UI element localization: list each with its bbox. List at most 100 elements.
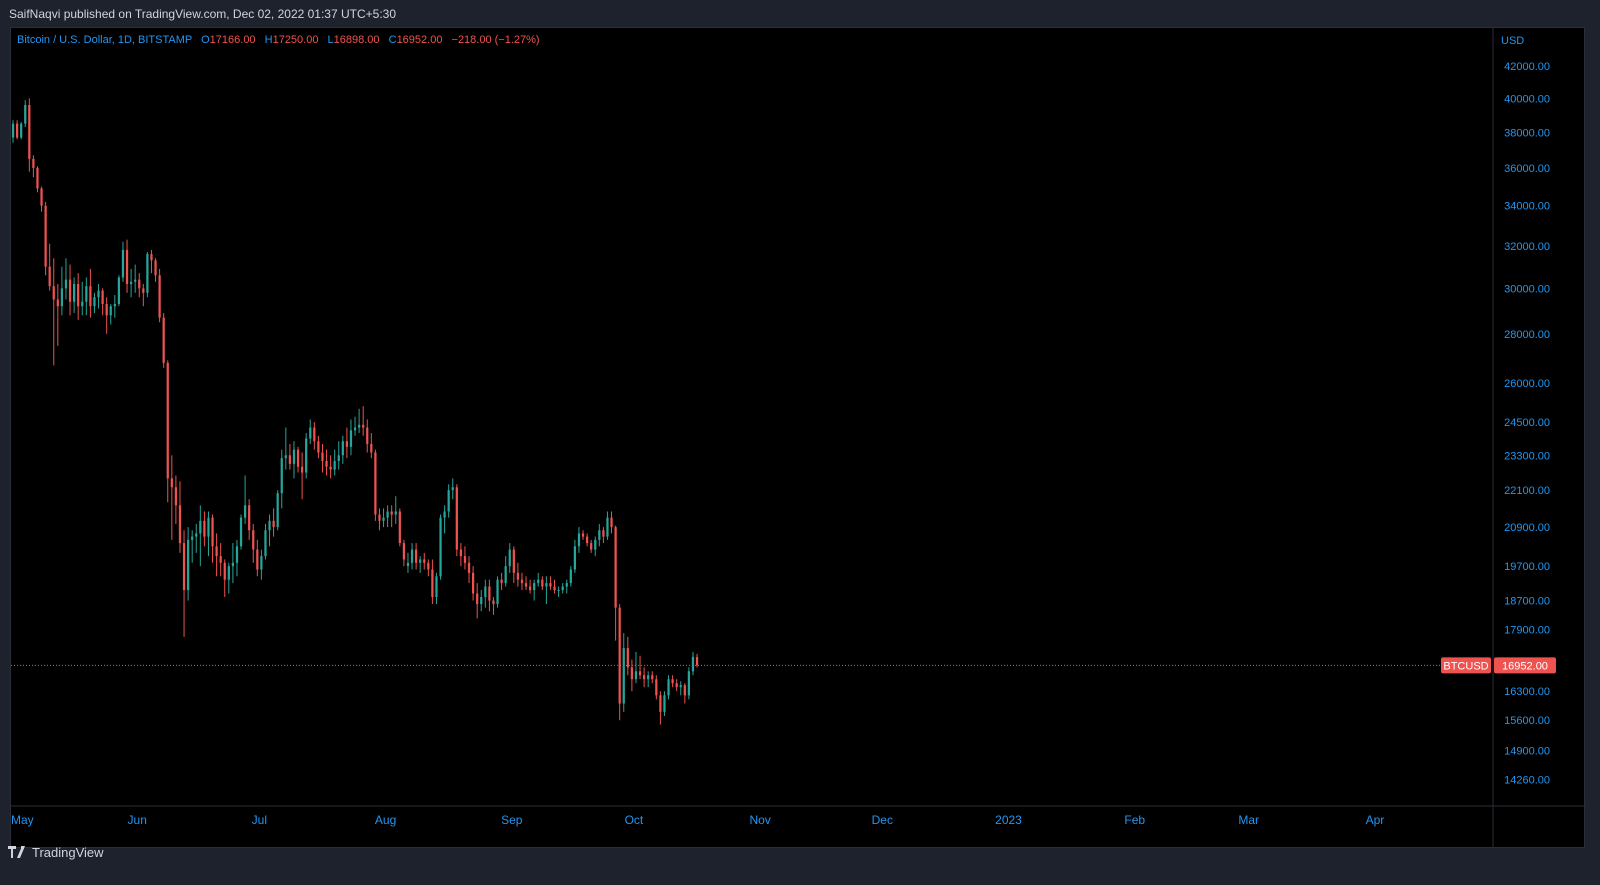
- candle-body-down: [695, 657, 699, 666]
- candle-body-down: [313, 427, 316, 442]
- y-tick-label: 32000.00: [1504, 241, 1550, 253]
- candle-body-up: [146, 254, 149, 293]
- y-tick-label: 14900.00: [1504, 746, 1550, 758]
- candle-body-up: [691, 656, 695, 672]
- candle-body-down: [374, 452, 377, 515]
- candle-body-up: [667, 679, 670, 696]
- candle-body-down: [471, 572, 475, 594]
- candle-body-down: [431, 569, 434, 598]
- candle-body-down: [476, 593, 479, 605]
- candle-body-down: [48, 266, 51, 287]
- candle-body-up: [569, 569, 572, 584]
- candle-body-down: [602, 530, 605, 537]
- candle-body-down: [655, 679, 658, 696]
- candle-body-down: [366, 427, 369, 445]
- candle-body-down: [463, 556, 467, 563]
- candle-body-down: [614, 527, 617, 608]
- candle-body-down: [288, 455, 292, 464]
- candle-body-down: [630, 667, 634, 680]
- candle-body-down: [170, 478, 173, 488]
- candle-body-down: [174, 487, 178, 506]
- candle-body-down: [77, 283, 80, 307]
- y-tick-label: 40000.00: [1504, 93, 1550, 105]
- candle-body-up: [207, 517, 210, 537]
- candle-body-up: [594, 539, 597, 550]
- candle-body-down: [402, 543, 406, 560]
- candle-body-down: [528, 586, 532, 591]
- y-tick-label: 36000.00: [1504, 163, 1550, 175]
- candle-body-up: [264, 530, 267, 557]
- y-tick-label: 16300.00: [1504, 686, 1550, 698]
- candlestick-chart[interactable]: USD 42000.00 40000.00 38000.00 36000.00 34000…: [11, 28, 1586, 849]
- candle-body-up: [85, 286, 88, 302]
- y-tick-label: 15600.00: [1504, 715, 1550, 727]
- candle-body-up: [349, 430, 353, 447]
- candle-body-down: [345, 441, 349, 447]
- candle-body-up: [687, 671, 691, 696]
- y-tick-label: 23300.00: [1504, 450, 1550, 462]
- candle-body-up: [72, 283, 76, 302]
- candle-body-down: [378, 514, 381, 521]
- symbol-tag-label: BTCUSD: [1443, 660, 1488, 672]
- candle-body-down: [256, 549, 259, 570]
- candle-body-up: [508, 549, 511, 567]
- candle-body-up: [97, 290, 100, 298]
- candle-body-down: [459, 549, 463, 557]
- x-tick-label: 2023: [995, 813, 1022, 827]
- candle-body-down: [467, 562, 471, 573]
- candle-body-down: [215, 546, 218, 557]
- candle-body-up: [235, 546, 239, 563]
- candle-body-up: [64, 279, 68, 289]
- x-tick-label: Jul: [252, 813, 267, 827]
- candle-body-up: [679, 685, 682, 688]
- symbol-name[interactable]: Bitcoin / U.S. Dollar, 1D, BITSTAMP: [17, 34, 193, 46]
- candle-body-down: [524, 583, 528, 587]
- candle-body-down: [581, 533, 585, 537]
- y-tick-label: 42000.00: [1504, 61, 1550, 73]
- y-tick-label: 26000.00: [1504, 378, 1550, 390]
- candle-body-down: [101, 290, 104, 304]
- y-tick-label: 38000.00: [1504, 127, 1550, 139]
- candle-body-up: [121, 249, 125, 278]
- close-label: C: [388, 34, 397, 46]
- candle-body-down: [651, 675, 654, 680]
- candle-body-up: [394, 511, 397, 515]
- high-value: 17250.00: [272, 34, 319, 46]
- candle-body-down: [520, 579, 524, 584]
- close-value: 16952.00: [396, 34, 443, 46]
- candle-body-up: [260, 556, 263, 570]
- symbol-legend: Bitcoin / U.S. Dollar, 1D, BITSTAMP O171…: [17, 34, 540, 46]
- candle-body-down: [362, 424, 365, 428]
- candle-body-up: [191, 536, 194, 540]
- candle-body-up: [533, 583, 536, 591]
- chart-panel[interactable]: USD 42000.00 40000.00 38000.00 36000.00 34000…: [10, 27, 1586, 849]
- candle-body-down: [56, 299, 59, 307]
- candle-body-down: [423, 559, 426, 563]
- candle-body-down: [272, 520, 275, 528]
- candle-body-down: [300, 466, 304, 473]
- y-tick-label: 14260.00: [1504, 775, 1550, 787]
- candle-body-down: [329, 466, 332, 470]
- candle-body-down: [125, 249, 129, 284]
- candle-body-down: [500, 579, 503, 584]
- candle-body-down: [675, 683, 678, 688]
- candle-body-down: [321, 452, 324, 461]
- footer-brand[interactable]: TradingView: [8, 842, 104, 862]
- candle-body-down: [590, 543, 593, 550]
- candle-body-down: [638, 671, 642, 676]
- candle-body-up: [117, 277, 121, 304]
- candle-body-up: [309, 427, 312, 439]
- candle-body-down: [683, 685, 686, 696]
- candle-body-down: [105, 303, 108, 316]
- candle-body-up: [496, 579, 499, 605]
- candle-body-up: [480, 597, 483, 605]
- candle-body-down: [252, 530, 255, 550]
- x-tick-label: Apr: [1366, 813, 1385, 827]
- candle-body-up: [268, 520, 271, 531]
- candle-body-up: [337, 455, 340, 461]
- candle-body-up: [93, 297, 96, 307]
- candle-body-up: [598, 530, 601, 540]
- candle-body-up: [382, 517, 385, 521]
- candle-body-up: [134, 279, 137, 282]
- currency-label: USD: [1501, 35, 1524, 47]
